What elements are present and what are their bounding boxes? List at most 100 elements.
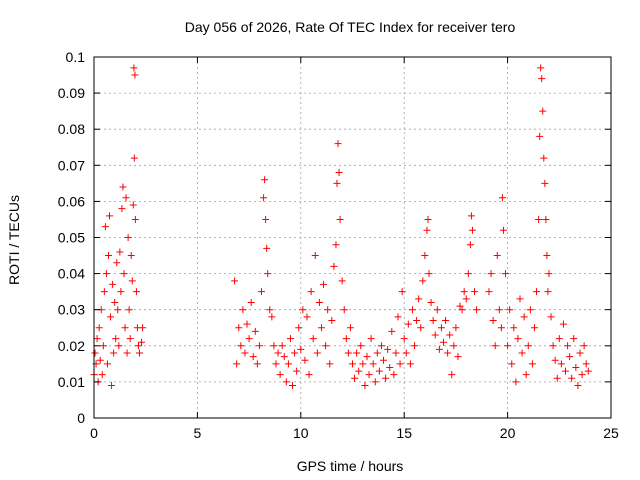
data-point	[108, 382, 116, 390]
data-point	[473, 306, 481, 314]
data-point	[338, 277, 346, 285]
data-point	[100, 288, 108, 296]
data-point	[540, 154, 548, 162]
data-point	[96, 356, 104, 364]
y-tick-label: 0.09	[58, 85, 85, 101]
y-tick-label: 0.1	[66, 49, 86, 65]
data-point	[282, 378, 290, 386]
data-point	[335, 169, 343, 177]
data-point	[431, 331, 439, 339]
data-point	[433, 306, 441, 314]
data-point	[564, 342, 572, 350]
y-tick-label: 0.08	[58, 121, 85, 137]
data-point	[322, 342, 330, 350]
data-point	[408, 306, 416, 314]
x-tick-label: 10	[293, 425, 309, 441]
data-point	[353, 349, 361, 357]
data-point	[123, 349, 131, 357]
y-tick-label: 0.05	[58, 230, 85, 246]
data-point	[557, 360, 565, 368]
x-tick-label: 0	[90, 425, 98, 441]
data-point	[131, 215, 139, 223]
data-point	[101, 223, 109, 231]
data-point	[127, 252, 135, 260]
data-point	[334, 140, 342, 148]
data-point	[320, 280, 328, 288]
data-point	[502, 270, 510, 278]
data-point	[280, 353, 288, 361]
data-point	[535, 215, 543, 223]
data-point	[131, 71, 139, 79]
data-point	[466, 241, 474, 249]
data-point	[444, 349, 452, 357]
data-point	[233, 360, 241, 368]
data-point	[514, 335, 522, 343]
data-point	[539, 107, 547, 115]
data-point	[340, 306, 348, 314]
data-point	[491, 342, 499, 350]
data-point	[404, 320, 412, 328]
data-point	[493, 252, 501, 260]
data-point	[134, 342, 142, 350]
data-point	[129, 201, 137, 209]
data-point	[349, 360, 356, 368]
data-point	[537, 64, 545, 72]
x-axis-label: GPS time / hours	[297, 458, 404, 474]
data-point	[264, 270, 272, 278]
data-point	[522, 371, 530, 379]
data-point	[584, 367, 592, 375]
data-point	[427, 298, 435, 306]
data-point	[128, 277, 136, 285]
data-point	[239, 306, 247, 314]
data-point	[547, 313, 555, 321]
x-tick-label: 20	[500, 425, 516, 441]
data-point	[386, 363, 394, 371]
data-point	[253, 360, 261, 368]
data-point	[260, 194, 268, 202]
data-point	[297, 345, 305, 353]
data-point	[553, 374, 561, 382]
data-point	[359, 360, 367, 368]
data-point	[559, 320, 567, 328]
data-point	[388, 327, 396, 335]
data-point	[263, 244, 271, 252]
data-point	[394, 313, 402, 321]
data-point	[336, 215, 344, 223]
data-point	[375, 367, 383, 375]
data-point	[303, 313, 311, 321]
y-tick-label: 0.03	[58, 302, 85, 318]
data-point	[135, 349, 143, 357]
data-point	[568, 374, 576, 382]
data-point	[261, 176, 269, 184]
data-point	[102, 270, 110, 278]
data-point	[516, 295, 524, 303]
data-point	[276, 371, 284, 379]
data-point	[270, 342, 278, 350]
data-point	[332, 241, 340, 249]
data-point	[112, 335, 120, 343]
data-point	[342, 335, 350, 343]
data-point	[497, 324, 505, 332]
data-point	[544, 288, 552, 296]
data-point	[439, 338, 447, 346]
x-tick-label: 5	[194, 425, 202, 441]
data-point	[518, 349, 526, 357]
x-tick-labels: 0 5 10 15 20 25	[90, 425, 619, 441]
data-point	[415, 295, 423, 303]
data-point	[91, 349, 99, 357]
data-point	[566, 353, 574, 361]
data-point	[485, 288, 493, 296]
data-point	[421, 252, 429, 260]
data-point	[520, 313, 528, 321]
data-point	[291, 349, 299, 357]
data-point	[124, 234, 132, 241]
data-point	[580, 342, 588, 350]
data-point	[419, 277, 427, 285]
data-point	[118, 205, 126, 213]
data-point	[411, 342, 419, 350]
data-point	[249, 353, 257, 361]
data-point	[278, 342, 286, 350]
chart-title: Day 056 of 2026, Rate Of TEC Index for r…	[185, 19, 516, 35]
data-point	[530, 324, 538, 332]
